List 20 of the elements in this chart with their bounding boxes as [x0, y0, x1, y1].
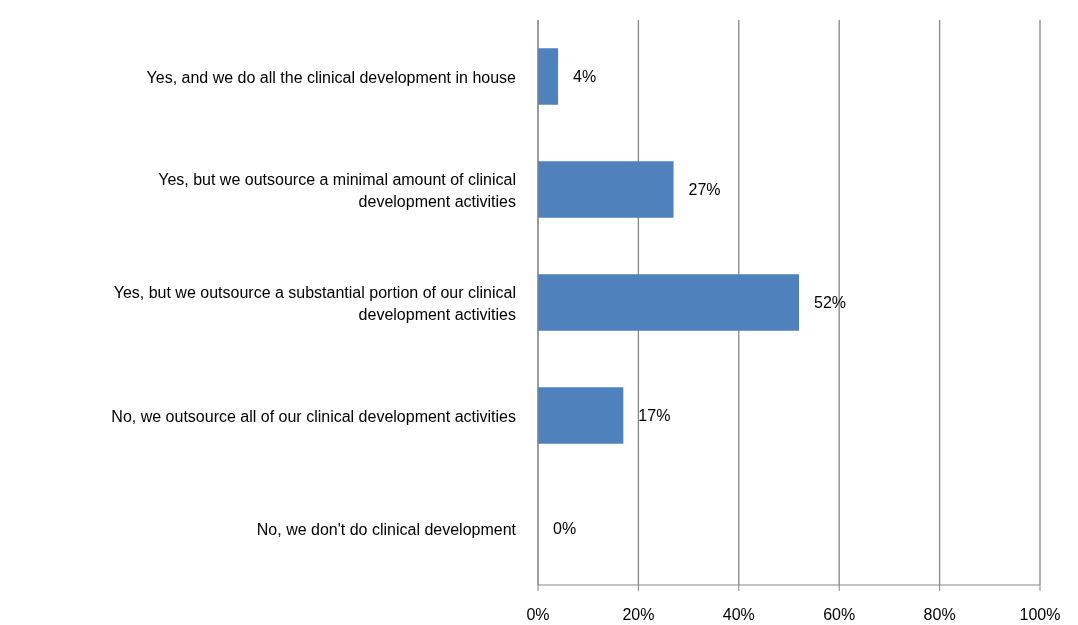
y-tick-label: Yes, but we outsource a substantial portion of our clinical development activities — [113, 283, 516, 322]
data-label: 27% — [688, 181, 721, 199]
bar — [538, 48, 559, 105]
x-tick-label: 0% — [526, 606, 550, 624]
x-tick-label: 40% — [722, 606, 755, 624]
y-tick-label: Yes, but we outsource a minimal amount of clinical development activities — [158, 170, 516, 209]
data-label: 17% — [638, 407, 671, 425]
y-tick-label: Yes, and we do all the clinical development in house — [146, 68, 517, 85]
bar — [538, 274, 800, 331]
x-tick-label: 80% — [923, 606, 956, 624]
bar — [538, 387, 624, 444]
data-label: 52% — [814, 294, 847, 312]
y-tick-label: No, we outsource all of our clinical development activities — [111, 407, 516, 424]
x-tick-label: 100% — [1019, 606, 1061, 624]
x-tick-label: 60% — [823, 606, 856, 624]
data-label: 0% — [553, 520, 577, 538]
data-label: 4% — [573, 68, 597, 86]
x-tick-label: 20% — [622, 606, 655, 624]
y-tick-label: No, we don't do clinical development — [256, 520, 517, 537]
bar — [538, 161, 674, 218]
